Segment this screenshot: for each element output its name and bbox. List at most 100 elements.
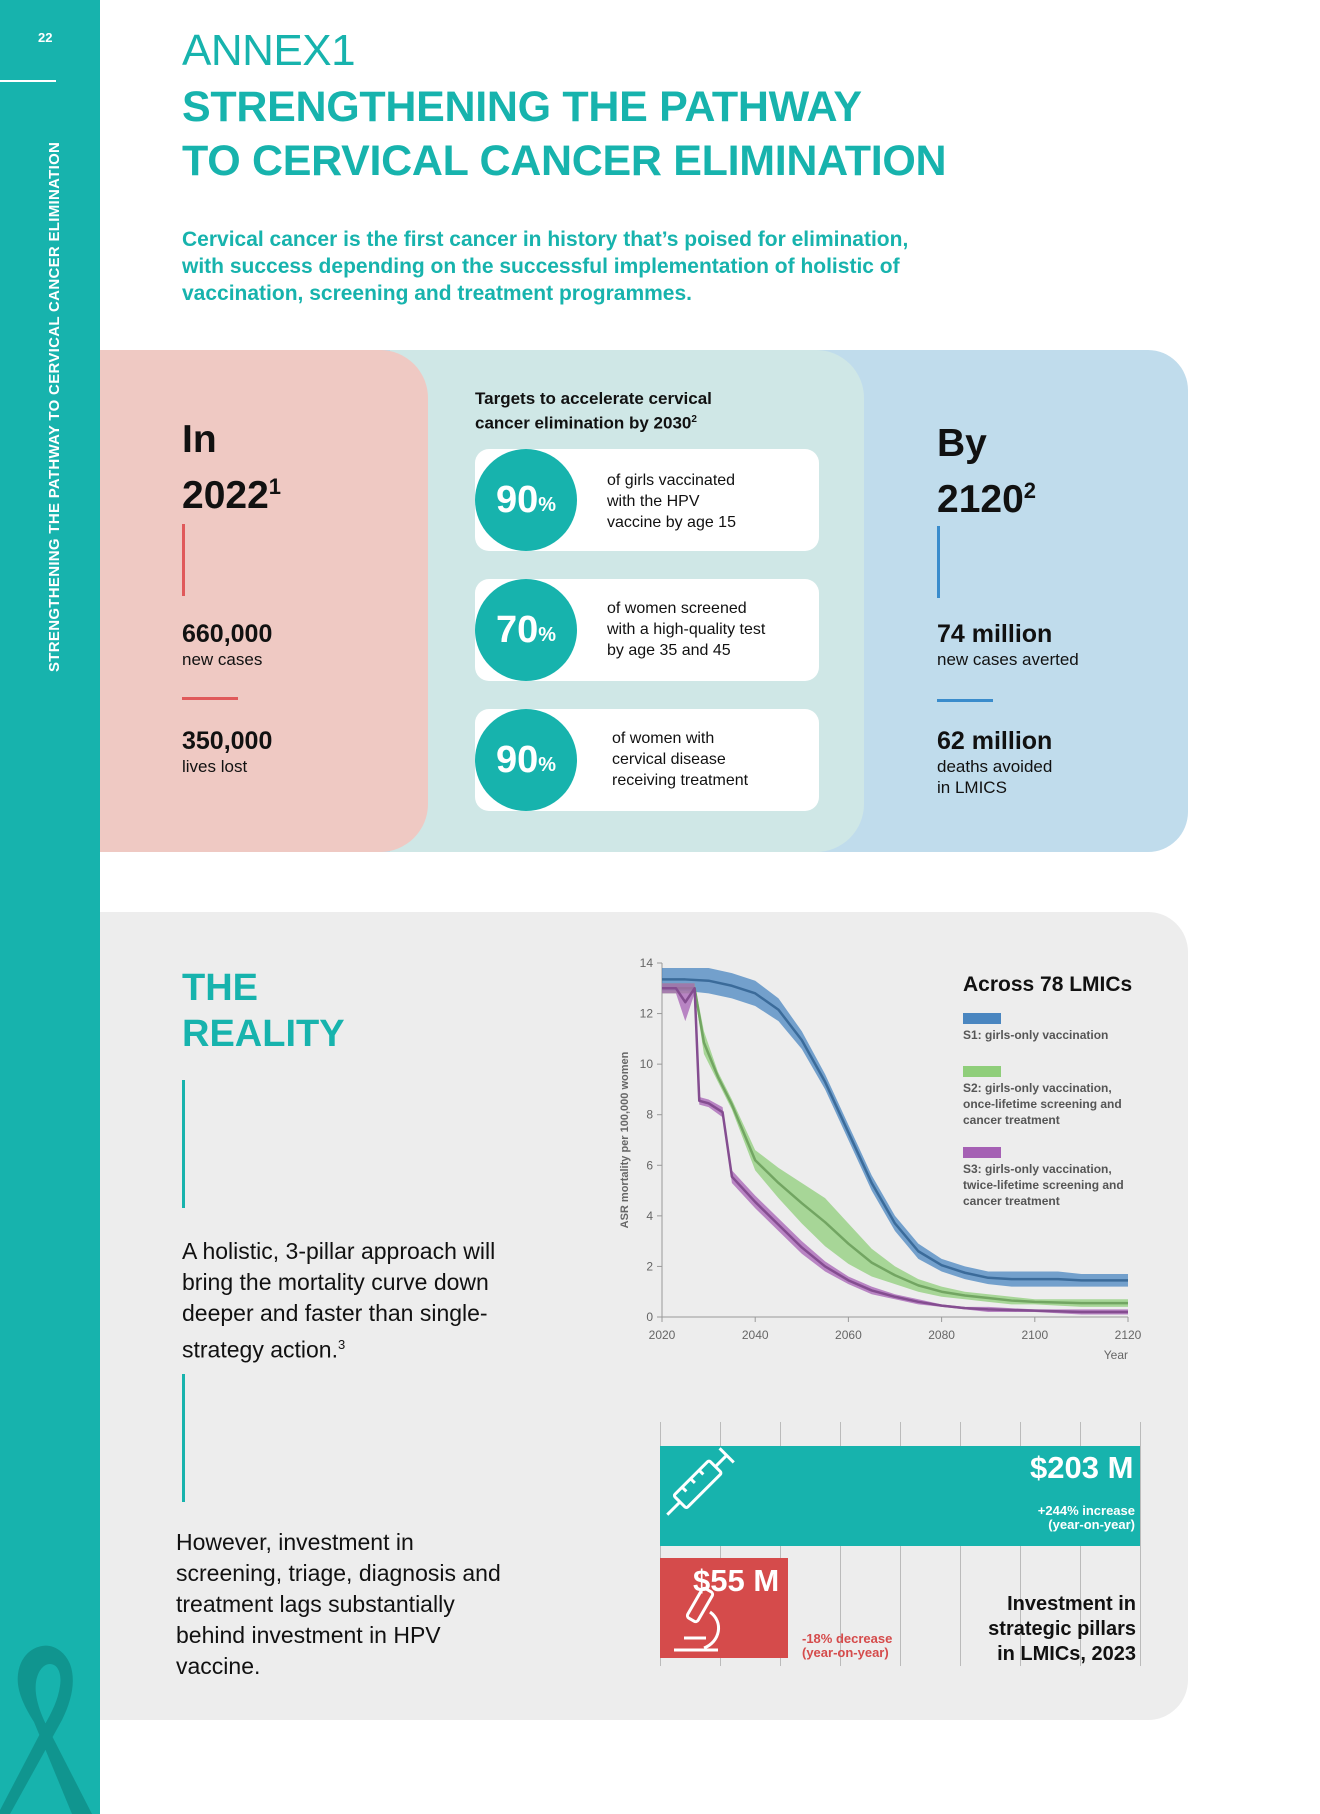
syringe-plunger xyxy=(714,1454,728,1468)
legend-label-s1: S1: girls-only vaccination xyxy=(963,1028,1109,1042)
microscope-arm xyxy=(703,1610,720,1650)
sidebar xyxy=(0,0,100,1814)
page-number: 22 xyxy=(38,30,53,45)
reality-title: THE REALITY xyxy=(182,967,345,1055)
stats-panel-2022 xyxy=(100,350,428,852)
stat-value: 74 million xyxy=(937,620,1053,648)
legend-swatch-s3 xyxy=(963,1147,1001,1158)
stat-label: new cases averted xyxy=(937,650,1079,669)
legend-swatch-s1 xyxy=(963,1013,1001,1024)
syringe-handle xyxy=(718,1447,735,1464)
legend-label-s2: S2: girls-only vaccination, once-lifetim… xyxy=(963,1081,1122,1127)
stat-label: lives lost xyxy=(182,757,248,776)
label-by: By xyxy=(937,422,987,465)
stat-label: deaths avoided xyxy=(937,757,1053,776)
footnote-ref: 2 xyxy=(1023,478,1037,503)
stat-lives-lost: 350,000 lives lost xyxy=(182,727,272,777)
stat-cases-averted: 74 million new cases averted xyxy=(937,620,1079,670)
x-tick-label: 2120 xyxy=(1115,1328,1142,1342)
x-axis-label: Year xyxy=(1104,1348,1128,1362)
target-circle: 90% xyxy=(475,449,577,551)
stat-new-cases: 660,000 new cases xyxy=(182,620,272,670)
stat-value: 62 million xyxy=(937,727,1053,755)
y-tick-label: 12 xyxy=(640,1007,654,1021)
awareness-ribbon-icon xyxy=(0,1640,100,1814)
stat-year-2120: By 21202 xyxy=(937,420,1036,523)
y-tick-label: 0 xyxy=(646,1310,653,1324)
footnote-ref: 2 xyxy=(691,414,697,425)
intro-line2: with success depending on the successful… xyxy=(182,255,900,278)
microscope-icon xyxy=(674,1586,720,1652)
label-in: In xyxy=(182,418,217,461)
bar-screening xyxy=(660,1558,788,1658)
targets-title: Targets to accelerate cervical cancer el… xyxy=(475,389,712,433)
target-circle: 70% xyxy=(475,579,577,681)
blue-divider xyxy=(937,699,993,702)
teal-divider xyxy=(182,1080,185,1208)
stat-label: new cases xyxy=(182,650,263,669)
y-axis-label: ASR mortality per 100,000 women xyxy=(619,1051,631,1228)
y-tick-label: 14 xyxy=(640,956,654,970)
reality-paragraph-2: However, investment in screening, triage… xyxy=(176,1529,501,1679)
syringe-mark xyxy=(681,1486,688,1493)
sidebar-divider xyxy=(0,80,56,82)
page-title: STRENGTHENING THE PATHWAY TO CERVICAL CA… xyxy=(182,80,947,188)
microscope-tube xyxy=(685,1586,715,1624)
x-tick-label: 2060 xyxy=(835,1328,862,1342)
x-tick-label: 2100 xyxy=(1021,1328,1048,1342)
y-tick-label: 2 xyxy=(646,1259,653,1273)
stat-value: 350,000 xyxy=(182,727,273,755)
mortality-chart: 0 2 4 6 8 10 12 14 2020 2040 2060 2080 2100 2120 Year A… xyxy=(619,956,1142,1362)
y-tick-label: 6 xyxy=(646,1158,653,1172)
blue-divider xyxy=(937,526,940,598)
y-tick-label: 8 xyxy=(646,1108,653,1122)
stat-deaths-avoided: 62 million deaths avoided in LMICS xyxy=(937,727,1052,798)
year-2022: 2022 xyxy=(182,474,269,517)
legend-label-s3: S3: girls-only vaccination, twice-lifeti… xyxy=(963,1162,1124,1208)
footnote-ref: 3 xyxy=(337,1337,346,1352)
investment-chart xyxy=(660,1422,1141,1666)
legend-swatch-s2 xyxy=(963,1066,1001,1077)
x-tick-label: 2040 xyxy=(742,1328,769,1342)
page-title-line2: TO CERVICAL CANCER ELIMINATION xyxy=(182,137,947,185)
intro-line1: Cervical cancer is the first cancer in h… xyxy=(182,228,909,251)
y-tick-label: 4 xyxy=(646,1209,653,1223)
chart-title: Across 78 LMICs xyxy=(963,973,1133,996)
vaccine-investment-change: +244% increase (year-on-year) xyxy=(1037,1503,1135,1532)
target-text: of women with cervical disease receiving… xyxy=(612,730,749,789)
target-percent: 90 xyxy=(495,738,539,781)
series-line-s3 xyxy=(662,987,1128,1314)
screening-investment-value: $55 M xyxy=(693,1563,780,1598)
vaccine-investment-value: $203 M xyxy=(1030,1450,1134,1485)
target-percent: 90 xyxy=(495,478,539,521)
syringe-mark xyxy=(698,1469,705,1476)
syringe-mark xyxy=(689,1477,696,1484)
stat-year-2022: In 20221 xyxy=(182,416,281,519)
x-tick-label: 2020 xyxy=(649,1328,676,1342)
teal-divider xyxy=(182,1374,185,1502)
year-2120: 2120 xyxy=(937,478,1024,521)
page-title-line1: STRENGTHENING THE PATHWAY xyxy=(182,83,862,131)
series-line-s2 xyxy=(662,987,1128,1305)
stat-value: 660,000 xyxy=(182,620,273,648)
screening-investment-change: -18% decrease (year-on-year) xyxy=(802,1631,893,1660)
reality-panel xyxy=(100,912,1188,1720)
investment-chart-title: Investment in strategic pillars in LMICs… xyxy=(988,1593,1136,1665)
reality-paragraph-1: A holistic, 3-pillar approach will bring… xyxy=(182,1238,496,1363)
series-line-s1 xyxy=(662,978,1128,1282)
target-circle: 90% xyxy=(475,709,577,811)
syringe-icon xyxy=(666,1447,735,1516)
target-percent: 70 xyxy=(495,608,539,651)
annex-label: ANNEX1 xyxy=(182,26,356,75)
intro-line3: vaccination, screening and treatment pro… xyxy=(182,282,692,305)
intro-paragraph: Cervical cancer is the first cancer in h… xyxy=(182,226,982,307)
y-tick-label: 10 xyxy=(640,1057,654,1071)
footnote-ref: 1 xyxy=(268,474,282,499)
stat-label: in LMICS xyxy=(937,778,1007,797)
x-tick-label: 2080 xyxy=(928,1328,955,1342)
target-text: of girls vaccinated with the HPV vaccine… xyxy=(607,472,736,531)
running-title: STRENGTHENING THE PATHWAY TO CERVICAL CA… xyxy=(46,141,63,672)
target-text: of women screened with a high-quality te… xyxy=(607,600,766,659)
red-divider xyxy=(182,697,238,700)
red-divider xyxy=(182,524,185,596)
